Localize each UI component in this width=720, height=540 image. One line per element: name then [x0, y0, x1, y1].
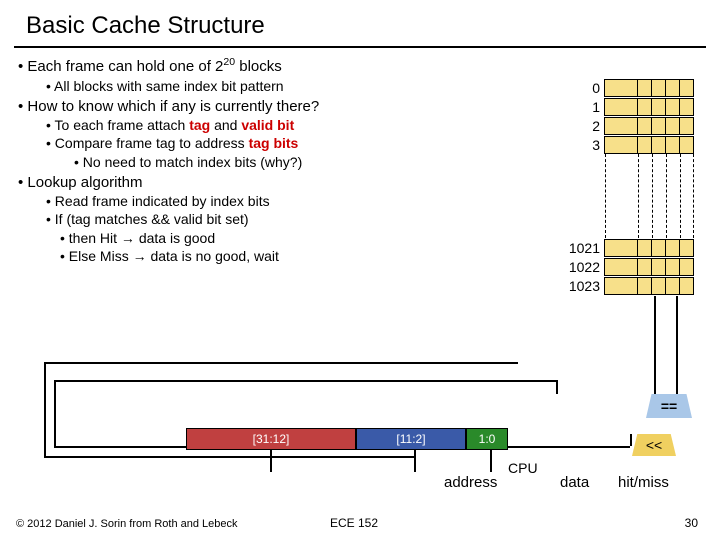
table-row: 1022 [564, 257, 694, 276]
cell-tag [604, 79, 638, 97]
row-label-2: 2 [564, 118, 604, 134]
b3-text: Lookup algorithm [27, 174, 142, 191]
shifter: << [632, 434, 676, 456]
cell-tag [604, 136, 638, 154]
row-label-1: 1 [564, 99, 604, 115]
footer-page: 30 [685, 516, 698, 530]
cell-data [638, 258, 652, 276]
dash [666, 154, 667, 238]
address-row: [31:12] [11:2] 1:0 [186, 428, 508, 450]
cell-data [666, 136, 680, 154]
table-row: 0 [564, 78, 694, 97]
dash [680, 154, 681, 238]
b1-text-a: Each frame can hold one of 2 [27, 58, 223, 75]
cell-tag [604, 258, 638, 276]
table-row: 1 [564, 97, 694, 116]
addr-index-segment: [11:2] [356, 428, 466, 450]
b22-a: Compare frame tag to address [55, 135, 249, 151]
row-label-0: 0 [564, 80, 604, 96]
wire [654, 296, 656, 394]
cell-data [652, 117, 666, 135]
wire [630, 434, 632, 446]
cell-tag [604, 98, 638, 116]
cell-data [652, 239, 666, 257]
wire [44, 362, 46, 456]
b21-tag: tag [189, 117, 210, 133]
b21-a: To each frame attach [55, 117, 190, 133]
wire [44, 456, 414, 458]
b2-text: How to know which if any is currently th… [27, 98, 319, 115]
cell-data [680, 258, 694, 276]
comparator: == [646, 394, 692, 418]
wire [556, 380, 558, 394]
row-label-1023: 1023 [564, 278, 604, 294]
cell-tag [604, 277, 638, 295]
row-label-3: 3 [564, 137, 604, 153]
cell-data [666, 79, 680, 97]
table-row: 1021 [564, 238, 694, 257]
cell-data [680, 136, 694, 154]
slide-title: Basic Cache Structure [0, 0, 720, 46]
table-gap [564, 154, 694, 238]
cell-data [638, 277, 652, 295]
cell-data [666, 98, 680, 116]
cell-data [652, 98, 666, 116]
cache-table: 0 1 2 3 [564, 78, 694, 295]
dash [638, 154, 639, 238]
footer-copyright: © 2012 Daniel J. Sorin from Roth and Leb… [16, 518, 238, 530]
cell-tag [604, 117, 638, 135]
cell-data [652, 258, 666, 276]
cache-diagram: 0 1 2 3 [504, 78, 694, 438]
title-rule [14, 46, 706, 48]
hitmiss-label: hit/miss [618, 474, 669, 491]
cell-data [680, 117, 694, 135]
table-row: 2 [564, 116, 694, 135]
wire [490, 446, 630, 448]
b1-exp: 20 [223, 56, 235, 68]
table-row: 3 [564, 135, 694, 154]
cell-data [638, 117, 652, 135]
cell-data [638, 98, 652, 116]
cell-data [666, 277, 680, 295]
cell-data [680, 79, 694, 97]
cell-data [680, 239, 694, 257]
cell-data [638, 239, 652, 257]
footer-course: ECE 152 [330, 516, 378, 530]
b1-text-b: blocks [235, 58, 282, 75]
wire [676, 296, 678, 394]
b22-tag: tag bits [249, 135, 299, 151]
cell-data [680, 98, 694, 116]
cell-data [638, 79, 652, 97]
row-label-1021: 1021 [564, 240, 604, 256]
table-row: 1023 [564, 276, 694, 295]
cpu-label: CPU [508, 460, 538, 476]
addr-offset-segment: 1:0 [466, 428, 508, 450]
b21-b: and [210, 117, 241, 133]
data-label: data [560, 474, 589, 491]
cell-data [652, 136, 666, 154]
cell-data [652, 277, 666, 295]
wire [54, 380, 56, 446]
cell-data [666, 239, 680, 257]
dash [605, 154, 606, 238]
addr-tag-segment: [31:12] [186, 428, 356, 450]
row-label-1022: 1022 [564, 259, 604, 275]
dash [693, 154, 694, 238]
cell-data [666, 117, 680, 135]
cell-data [652, 79, 666, 97]
cell-data [666, 258, 680, 276]
wire [54, 380, 556, 382]
dash [652, 154, 653, 238]
cell-data [680, 277, 694, 295]
wire [44, 362, 518, 364]
cell-data [638, 136, 652, 154]
address-label: address [444, 474, 497, 491]
cell-tag [604, 239, 638, 257]
b21-valid: valid bit [241, 117, 294, 133]
